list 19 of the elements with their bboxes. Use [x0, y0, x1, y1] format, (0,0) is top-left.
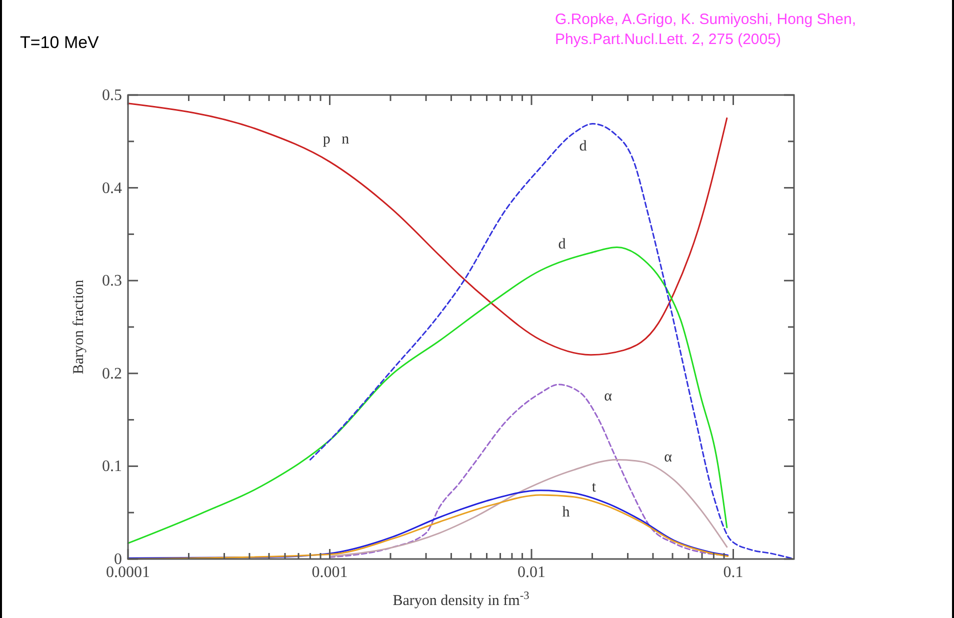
- series-label: α: [664, 449, 672, 466]
- y-axis-title: Baryon fraction: [71, 279, 87, 374]
- x-tick-label: 0.01: [518, 564, 546, 581]
- y-tick-label: 0.3: [102, 272, 122, 290]
- series-label: d: [558, 236, 566, 252]
- series-label: t: [592, 479, 597, 496]
- y-tick-label: 0.1: [102, 458, 122, 476]
- text: G.Ropke, A.Grigo, K. Sumiyoshi, Hong Shen, Phys.Part.Nucl.Lett. 2, 275 (2005): [555, 11, 856, 48]
- series-label: d: [579, 138, 588, 154]
- y-tick-label: 0.5: [102, 87, 122, 104]
- x-tick-label: 0.1: [723, 564, 744, 581]
- series-label: h: [562, 504, 570, 520]
- chart-title: T=10 MeV: [20, 33, 100, 52]
- y-tick-label: 0.2: [102, 365, 122, 382]
- series-label: p n: [322, 131, 350, 148]
- x-tick-label: 0.001: [312, 564, 348, 581]
- x-axis-title: Baryon density in fm$^{-3}$: [392, 590, 530, 609]
- y-tick-label: 0.4: [102, 180, 122, 197]
- series-label: α: [604, 388, 612, 404]
